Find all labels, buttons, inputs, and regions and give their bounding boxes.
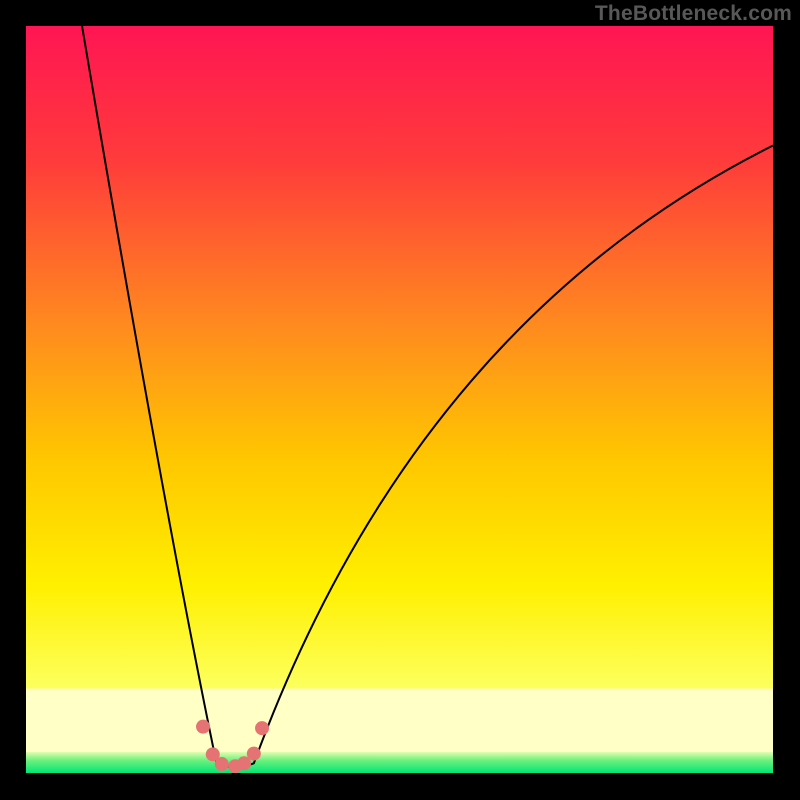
marker-point [196, 720, 210, 734]
bottleneck-chart-svg [26, 26, 773, 773]
marker-point [255, 721, 269, 735]
green-band [26, 752, 773, 773]
pale-band [26, 689, 773, 752]
marker-point [247, 747, 261, 761]
chart-frame: TheBottleneck.com [0, 0, 800, 800]
plot-area [26, 26, 773, 773]
marker-point [215, 757, 229, 771]
gradient-background [26, 26, 773, 773]
watermark-text: TheBottleneck.com [595, 2, 792, 26]
